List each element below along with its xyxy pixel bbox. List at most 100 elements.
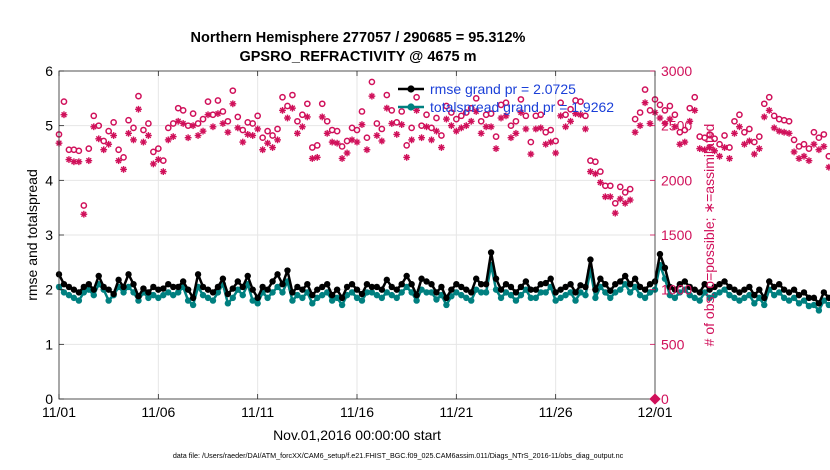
rmse-point: [383, 276, 390, 284]
spread-point: [691, 294, 698, 302]
end-marker: [649, 393, 661, 405]
rmse-point: [487, 249, 495, 256]
rmse-point: [170, 283, 177, 291]
obs-assimilated-point: [790, 148, 798, 156]
asterisk-stroke: [110, 132, 117, 139]
asterisk-stroke: [572, 110, 579, 117]
obs-possible-point: [105, 127, 113, 135]
spread-point: [780, 294, 788, 302]
asterisk-stroke: [239, 139, 246, 145]
rmse-point: [527, 286, 535, 293]
asterisk-stroke: [314, 154, 321, 161]
spread-point: [562, 291, 569, 299]
spread-point: [160, 291, 167, 299]
spread-point: [726, 291, 733, 299]
obs-assimilated-point: [279, 106, 286, 114]
obs-assimilated-point: [741, 140, 748, 148]
legend-rmse-label: rmse grand pr = 2.0725: [430, 81, 576, 97]
asterisk-stroke: [264, 140, 271, 147]
x-tick-label: 11/26: [539, 404, 573, 420]
asterisk-stroke: [284, 115, 291, 121]
rmse-point: [795, 291, 803, 299]
spread-point: [721, 286, 728, 293]
rmse-point: [636, 283, 644, 291]
rmse-point: [284, 267, 291, 274]
obs-assimilated-point: [294, 129, 301, 137]
rmse-point: [512, 289, 520, 296]
asterisk-stroke: [552, 150, 559, 156]
rmse-point: [497, 286, 505, 293]
obs-assimilated-point: [601, 193, 609, 201]
obs-possible-point: [567, 105, 574, 113]
obs-possible-point: [199, 115, 207, 123]
spread-point: [85, 286, 93, 293]
rmse-point: [199, 283, 207, 291]
obs-assimilated-point: [318, 113, 326, 121]
obs-assimilated-point: [353, 138, 361, 146]
rmse-point: [368, 283, 376, 291]
asterisk-stroke: [135, 106, 142, 113]
spread-point: [458, 291, 465, 299]
obs-possible-point: [800, 140, 808, 148]
spread-point: [333, 294, 341, 302]
obs-possible-point: [214, 97, 222, 104]
obs-assimilated-point: [199, 127, 207, 135]
obs-possible-point: [179, 107, 187, 114]
spread-point: [363, 289, 371, 296]
spread-point: [696, 297, 703, 304]
rmse-point: [676, 281, 684, 288]
spread-point: [820, 297, 828, 304]
rmse-point: [716, 281, 723, 288]
obs-possible-point: [95, 122, 103, 130]
asterisk-stroke: [493, 145, 499, 152]
asterisk-stroke: [647, 120, 653, 127]
asterisk-stroke: [66, 156, 72, 163]
obs-assimilated-point: [760, 113, 768, 121]
asterisk-stroke: [428, 137, 435, 143]
rmse-point: [547, 275, 554, 282]
asterisk-stroke: [731, 130, 738, 137]
spread-point: [209, 297, 217, 304]
obs-assimilated-point: [532, 125, 540, 133]
rmse-point: [825, 294, 830, 302]
obs-assimilated-point: [686, 117, 694, 125]
spread-point: [731, 294, 738, 302]
asterisk-stroke: [617, 196, 624, 202]
rmse-point: [338, 294, 346, 302]
obs-assimilated-point: [626, 196, 634, 204]
rmse-point: [681, 278, 688, 285]
spread-point: [234, 286, 241, 293]
spread-point: [681, 286, 688, 293]
spread-point: [542, 289, 549, 296]
asterisk-stroke: [761, 114, 768, 120]
rmse-point: [324, 281, 331, 288]
obs-possible-point: [60, 98, 68, 105]
asterisk-stroke: [582, 126, 589, 132]
obs-assimilated-point: [716, 152, 723, 160]
obs-assimilated-point: [477, 129, 485, 137]
spread-point: [393, 294, 400, 302]
asterisk-stroke: [155, 156, 162, 163]
obs-assimilated-point: [244, 131, 252, 138]
obs-possible-point: [507, 122, 515, 130]
obs-assimilated-point: [254, 125, 262, 133]
rmse-point: [820, 289, 828, 296]
obs-assimilated-point: [154, 156, 162, 163]
obs-possible-point: [110, 119, 117, 126]
rmse-point: [289, 289, 296, 296]
spread-point: [477, 289, 485, 296]
obs-assimilated-point: [358, 121, 366, 128]
rmse-point: [790, 286, 798, 293]
rmse-point: [562, 283, 569, 291]
obs-assimilated-point: [313, 153, 321, 161]
rmse-point: [224, 290, 232, 298]
rmse-point: [522, 278, 530, 285]
obs-possible-point: [125, 116, 132, 124]
asterisk-stroke: [364, 146, 370, 153]
obs-possible-point: [577, 98, 584, 105]
obs-assimilated-point: [189, 122, 197, 130]
asterisk-stroke: [334, 140, 341, 147]
asterisk-stroke: [567, 118, 574, 125]
asterisk-stroke: [393, 131, 400, 138]
